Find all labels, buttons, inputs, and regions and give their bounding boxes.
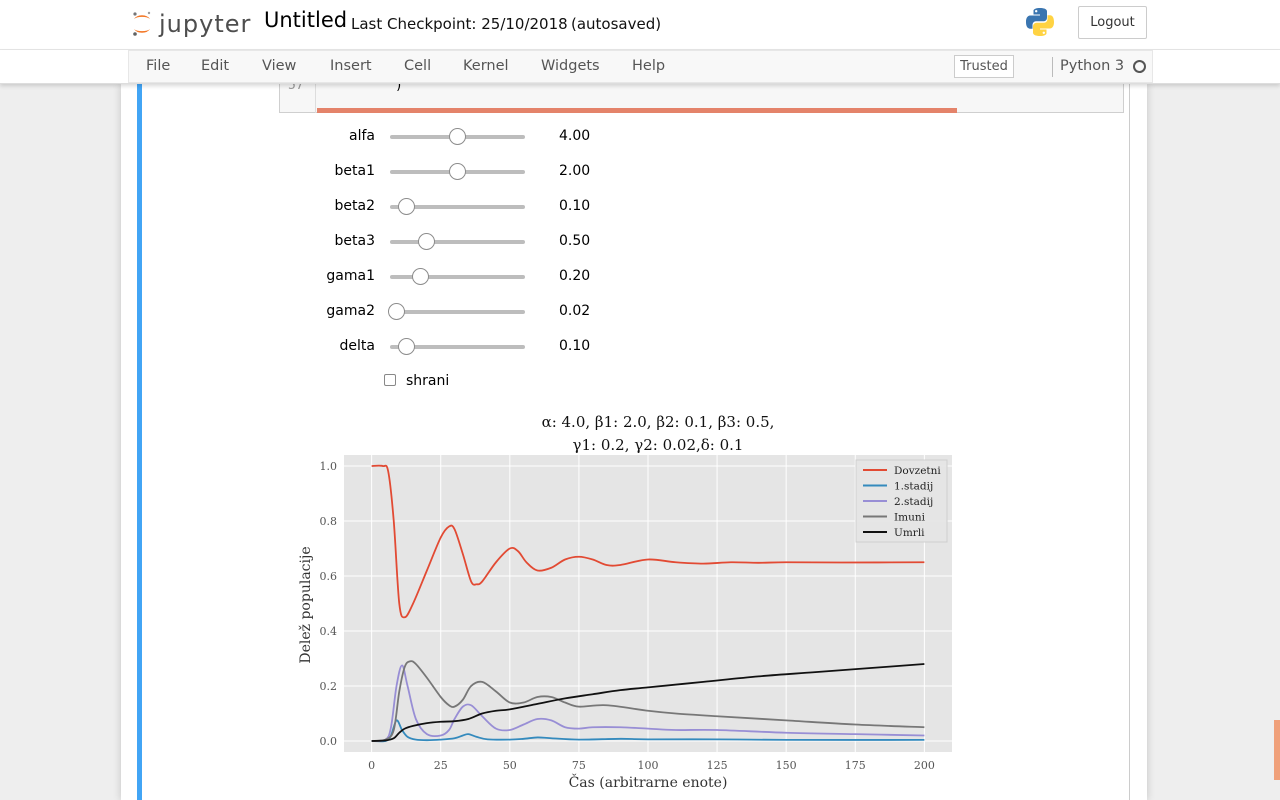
legend-label: Umrli xyxy=(894,527,925,539)
slider-handle-alfa[interactable] xyxy=(449,128,466,145)
autosave-status: (autosaved) xyxy=(571,15,662,33)
slider-value-gama2: 0.02 xyxy=(559,303,591,319)
checkpoint-status: Last Checkpoint: 25/10/2018 xyxy=(351,15,568,33)
grid-lines xyxy=(344,455,952,752)
legend-label: 2.stadij xyxy=(894,496,933,508)
menu-kernel[interactable]: Kernel xyxy=(463,58,509,74)
slider-track-gama2[interactable] xyxy=(390,310,525,314)
y-tick-label: 0.8 xyxy=(320,515,338,528)
slider-value-delta: 0.10 xyxy=(559,338,591,354)
y-tick-label: 1.0 xyxy=(320,460,338,473)
x-tick-label: 25 xyxy=(434,759,448,772)
slider-value-beta1: 2.00 xyxy=(559,163,591,179)
chart-legend: Dovzetni 1.stadij 2.stadij Imuni Umrli xyxy=(855,459,948,543)
chart-title-line2: γ1: 0.2, γ2: 0.02,δ: 0.1 xyxy=(573,436,744,454)
legend-label: Imuni xyxy=(894,512,926,524)
slider-handle-delta[interactable] xyxy=(397,338,415,355)
y-tick-labels: 0.0 0.2 0.4 0.6 0.8 1.0 xyxy=(320,460,338,748)
x-tick-label: 0 xyxy=(368,759,375,772)
series-line-Dovzetni xyxy=(371,464,925,619)
slider-handle-beta1[interactable] xyxy=(449,163,466,180)
x-tick-label: 100 xyxy=(638,759,659,772)
slider-label-gama1: gama1 xyxy=(326,268,375,284)
y-tick-label: 0.0 xyxy=(320,735,338,748)
jupyter-logo-icon xyxy=(133,11,151,36)
slider-handle-gama1[interactable] xyxy=(411,268,429,285)
slider-label-gama2: gama2 xyxy=(326,303,375,319)
logout-button[interactable]: Logout xyxy=(1078,6,1147,39)
slider-label-alfa: alfa xyxy=(349,128,375,144)
slider-label-beta3: beta3 xyxy=(334,233,375,249)
slider-track-delta[interactable] xyxy=(390,345,525,349)
slider-value-beta3: 0.50 xyxy=(559,233,591,249)
header: jupyter Untitled Last Checkpoint: 25/10/… xyxy=(0,0,1280,50)
x-tick-label: 125 xyxy=(707,759,728,772)
kernel-separator xyxy=(1052,57,1053,77)
legend-label: Dovzetni xyxy=(894,465,941,477)
code-text: ) xyxy=(395,78,403,93)
jupyter-logo-text: jupyter xyxy=(159,10,252,38)
trusted-indicator[interactable]: Trusted xyxy=(954,55,1014,78)
x-tick-label: 200 xyxy=(914,759,935,772)
chart-title-line1: α: 4.0, β1: 2.0, β2: 0.1, β3: 0.5, xyxy=(542,413,775,431)
slider-handle-beta3[interactable] xyxy=(418,233,436,250)
simulation-chart: α: 4.0, β1: 2.0, β2: 0.1, β3: 0.5, γ1: 0… xyxy=(298,413,952,791)
legend-label: 1.stadij xyxy=(894,481,933,493)
menu-file[interactable]: File xyxy=(146,58,171,74)
x-tick-label: 175 xyxy=(845,759,866,772)
y-tick-label: 0.4 xyxy=(320,625,338,638)
slider-track-gama1[interactable] xyxy=(390,275,525,279)
series-line-Umrli xyxy=(371,663,925,742)
slider-track-beta3[interactable] xyxy=(390,240,525,244)
menu-widgets[interactable]: Widgets xyxy=(541,58,600,74)
jupyter-logo[interactable]: jupyter xyxy=(131,6,251,42)
menu-help[interactable]: Help xyxy=(632,58,666,74)
horizontal-scrollbar[interactable] xyxy=(317,108,957,113)
x-tick-label: 75 xyxy=(572,759,586,772)
series-line-Imuni xyxy=(371,660,925,742)
menu-view[interactable]: View xyxy=(262,58,297,74)
series-line-2.stadij xyxy=(371,664,925,742)
selected-cell-bar xyxy=(137,84,142,800)
shrani-checkbox-label: shrani xyxy=(406,373,450,389)
slider-track-beta2[interactable] xyxy=(390,205,525,209)
slider-label-beta2: beta2 xyxy=(334,198,375,214)
x-tick-labels: 0 25 50 75 100 125 150 175 200 xyxy=(368,759,935,772)
scroll-accent xyxy=(1274,720,1280,780)
cell-border xyxy=(1129,84,1130,800)
menu-edit[interactable]: Edit xyxy=(201,58,230,74)
y-tick-label: 0.6 xyxy=(320,570,338,583)
slider-label-delta: delta xyxy=(339,338,375,354)
kernel-status-icon xyxy=(1133,60,1146,73)
menu-cell[interactable]: Cell xyxy=(404,58,432,74)
x-tick-label: 50 xyxy=(503,759,517,772)
code-gutter xyxy=(315,84,316,113)
shrani-checkbox[interactable] xyxy=(384,374,396,386)
slider-value-beta2: 0.10 xyxy=(559,198,591,214)
slider-handle-beta2[interactable] xyxy=(397,198,415,215)
menu-insert[interactable]: Insert xyxy=(330,58,372,74)
slider-value-gama1: 0.20 xyxy=(559,268,591,284)
kernel-name: Python 3 xyxy=(1060,58,1125,74)
data-series xyxy=(371,464,925,743)
slider-value-alfa: 4.00 xyxy=(559,128,591,144)
y-tick-label: 0.2 xyxy=(320,680,338,693)
slider-handle-gama2[interactable] xyxy=(387,303,405,320)
y-axis-label: Delež populacije xyxy=(298,546,314,663)
x-tick-label: 150 xyxy=(776,759,797,772)
slider-label-beta1: beta1 xyxy=(334,163,375,179)
python-logo-icon xyxy=(1024,6,1056,42)
notebook-name[interactable]: Untitled xyxy=(264,8,348,32)
x-axis-label: Čas (arbitrarne enote) xyxy=(569,773,728,791)
